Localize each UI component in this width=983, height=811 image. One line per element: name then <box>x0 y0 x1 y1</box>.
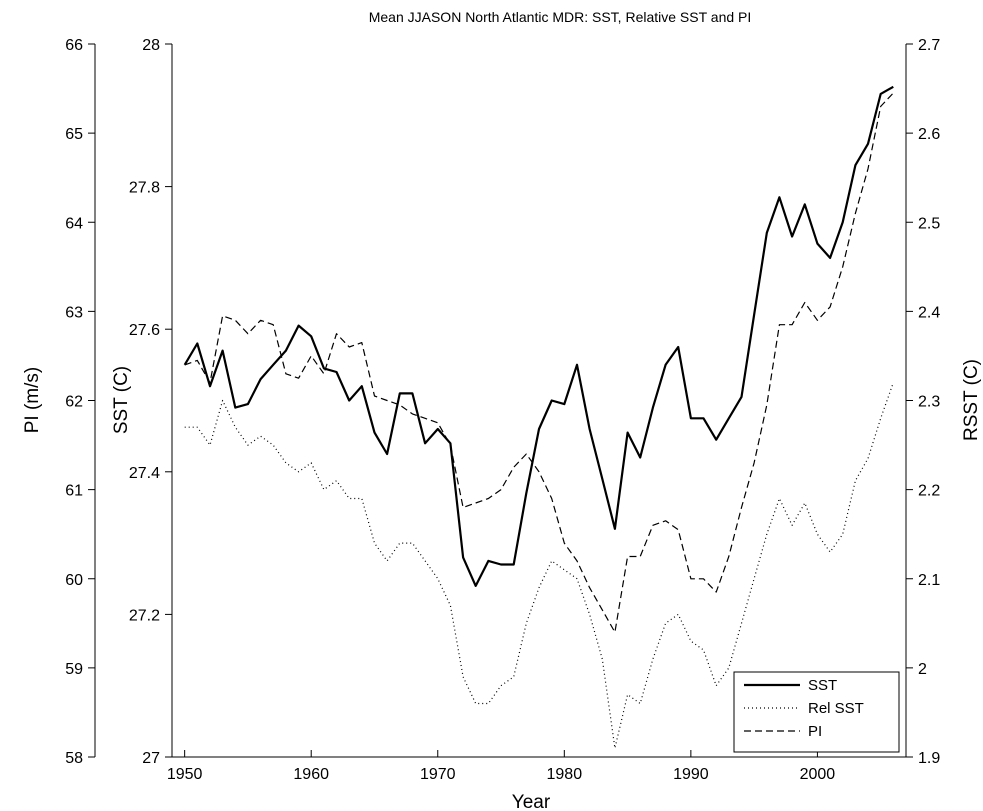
x-tick-label: 2000 <box>800 766 836 783</box>
legend-label-pi: PI <box>808 723 822 740</box>
sst-tick-label: 27.4 <box>129 465 160 482</box>
pi-tick-label: 60 <box>65 572 83 589</box>
rsst-tick-label: 2.2 <box>918 483 940 500</box>
legend-label-sst: SST <box>808 677 837 694</box>
x-tick-label: 1970 <box>420 766 456 783</box>
sst-tick-label: 27.8 <box>129 180 160 197</box>
x-tick-label: 1950 <box>167 766 203 783</box>
pi-tick-label: 65 <box>65 126 83 143</box>
pi-axis-label: PI (m/s) <box>22 367 43 434</box>
rsst-tick-label: 2.7 <box>918 37 940 54</box>
sst-axis: 27 27.2 27.4 27.6 27.8 28 <box>129 37 172 767</box>
plot-frame <box>171 44 907 758</box>
sst-tick-label: 27.2 <box>129 607 160 624</box>
rsst-axis-label: RSST (C) <box>961 359 982 441</box>
pi-tick-label: 61 <box>65 483 83 500</box>
series-line-sst <box>183 85 894 588</box>
legend-label-rel-sst: Rel SST <box>808 700 864 717</box>
sst-tick-label: 27 <box>142 750 160 767</box>
x-tick-label: 1960 <box>293 766 329 783</box>
rsst-tick-label: 2.5 <box>918 215 940 232</box>
series-line-rel-sst <box>184 382 894 749</box>
x-axis-label: Year <box>512 792 551 811</box>
rsst-axis: 1.9 2 2.1 2.2 2.3 2.4 2.5 2.6 2.7 <box>906 37 940 767</box>
x-axis: 1950 1960 1970 1980 1990 2000 <box>167 750 835 783</box>
series-line-pi <box>184 92 894 633</box>
rsst-tick-label: 1.9 <box>918 750 940 767</box>
x-tick-label: 1980 <box>547 766 583 783</box>
sst-tick-label: 27.6 <box>129 322 160 339</box>
pi-tick-label: 66 <box>65 37 83 54</box>
rsst-tick-label: 2 <box>918 661 927 678</box>
rsst-tick-label: 2.4 <box>918 304 940 321</box>
series-layer <box>183 85 894 749</box>
pi-tick-label: 62 <box>65 394 83 411</box>
rsst-tick-label: 2.1 <box>918 572 940 589</box>
pi-axis: 58 59 60 61 62 63 64 65 66 <box>65 37 96 767</box>
sst-axis-label: SST (C) <box>111 366 132 434</box>
legend: SST Rel SST PI <box>733 671 900 753</box>
pi-tick-label: 64 <box>65 215 83 232</box>
rsst-tick-label: 2.6 <box>918 126 940 143</box>
sst-tick-label: 28 <box>142 37 160 54</box>
pi-tick-label: 58 <box>65 750 83 767</box>
x-tick-label: 1990 <box>673 766 709 783</box>
pi-tick-label: 59 <box>65 661 83 678</box>
rsst-tick-label: 2.3 <box>918 394 940 411</box>
pi-tick-label: 63 <box>65 304 83 321</box>
chart-title: Mean JJASON North Atlantic MDR: SST, Rel… <box>369 9 752 25</box>
